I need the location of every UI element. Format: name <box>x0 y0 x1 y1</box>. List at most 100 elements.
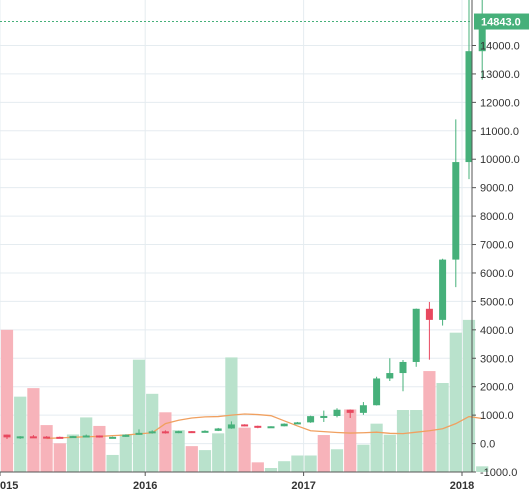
volume-bar <box>53 443 66 472</box>
axes: -1000.0 0.0 1000.0 2000.0 3000.0 4000.0 5000.0… <box>0 0 520 492</box>
candle-body <box>346 409 354 413</box>
volume-bar <box>0 329 14 472</box>
candle-body <box>254 425 262 428</box>
volume-bar <box>80 417 93 472</box>
candle-body <box>227 424 235 429</box>
volume-bar <box>423 371 436 472</box>
y-tick-label: 0.0 <box>480 439 495 451</box>
candle-body <box>386 373 394 379</box>
candle-body <box>307 416 315 423</box>
candle-body <box>465 51 473 163</box>
volume-bar <box>278 461 291 472</box>
moving-average-line <box>46 413 483 440</box>
candle-body <box>135 432 143 435</box>
y-tick-label: 4000.0 <box>480 325 514 337</box>
last-price-label: 14843.0 <box>481 17 521 29</box>
volume-bar <box>106 454 119 472</box>
volume-bar <box>172 430 185 472</box>
volume-bar <box>198 450 212 472</box>
candle-body <box>478 21 486 52</box>
candle-body <box>95 435 103 438</box>
volume-bar <box>40 425 53 472</box>
candle-body <box>82 435 90 438</box>
volume-bar <box>291 455 304 472</box>
volume-bar <box>344 409 357 472</box>
y-tick-label: 5000.0 <box>480 296 514 308</box>
candle-body <box>399 361 407 374</box>
y-tick-label: -1000.0 <box>480 467 517 479</box>
candle-body <box>267 426 275 429</box>
volume-bar <box>212 433 225 472</box>
y-tick-label: 3000.0 <box>480 353 514 365</box>
candle-body <box>439 259 447 320</box>
y-tick-label: 1000.0 <box>480 410 514 422</box>
volume-bar <box>330 449 344 472</box>
candle-body <box>359 405 367 413</box>
volume-bar <box>357 444 370 472</box>
y-tick-label: 7000.0 <box>480 240 514 252</box>
candle-body <box>320 415 328 418</box>
candle-body <box>373 378 381 406</box>
y-tick-label: 12000.0 <box>480 97 520 109</box>
candle-body <box>293 422 301 425</box>
candle-body <box>175 431 183 434</box>
volume-bar <box>410 410 423 472</box>
volume-bar <box>476 466 489 472</box>
x-tick-label: 2018 <box>450 480 474 492</box>
candle-body <box>43 436 51 439</box>
y-tick-label: 9000.0 <box>480 183 514 195</box>
volume-bar <box>264 468 278 472</box>
x-tick-label: 015 <box>0 480 18 492</box>
volume-bar <box>132 359 146 472</box>
y-tick-label: 11000.0 <box>480 126 519 138</box>
candle-body <box>188 431 196 434</box>
candle-body <box>56 436 64 439</box>
candle-body <box>29 436 37 439</box>
volume-bar <box>93 425 106 472</box>
candle-body <box>280 423 288 427</box>
volume-bar <box>185 446 198 472</box>
volume-bar <box>119 434 132 472</box>
volume-bar <box>66 434 80 472</box>
volume-bar <box>449 332 462 472</box>
candle-body <box>201 430 209 433</box>
candle-body <box>109 436 117 439</box>
candle-body <box>3 434 11 438</box>
volume-bar <box>159 412 172 472</box>
candle-body <box>452 162 460 260</box>
y-tick-label: 14000.0 <box>480 40 520 52</box>
volume-bar <box>436 383 449 472</box>
volume-bar <box>370 423 383 472</box>
candles <box>3 0 486 440</box>
candle-body <box>148 431 156 434</box>
last-price-marker: 14843.0 <box>0 13 529 30</box>
moving-average <box>46 413 483 440</box>
volume-bar <box>251 462 264 472</box>
x-tick-label: 2017 <box>291 480 315 492</box>
y-tick-label: 2000.0 <box>480 382 514 394</box>
candle-body <box>214 428 222 431</box>
volume-bar <box>238 427 251 472</box>
volume-bar <box>462 319 476 472</box>
y-tick-label: 10000.0 <box>480 154 520 166</box>
candle-body <box>16 436 24 439</box>
volume-bar <box>304 455 317 472</box>
y-tick-label: 6000.0 <box>480 268 514 280</box>
volume-bar <box>14 396 27 472</box>
candle-body <box>425 308 433 320</box>
candle-body <box>161 431 169 434</box>
volume-bar <box>27 388 40 472</box>
candle-body <box>122 434 130 437</box>
volume-bar <box>383 434 396 472</box>
last-price-tag <box>474 13 529 30</box>
candle-body <box>333 409 341 416</box>
candle-body <box>241 424 249 427</box>
volume-bar <box>317 435 330 472</box>
candle-body <box>69 436 77 439</box>
x-tick-label: 2016 <box>133 480 157 492</box>
grid <box>0 0 472 473</box>
y-tick-label: 8000.0 <box>480 211 514 223</box>
candle-body <box>412 308 420 362</box>
